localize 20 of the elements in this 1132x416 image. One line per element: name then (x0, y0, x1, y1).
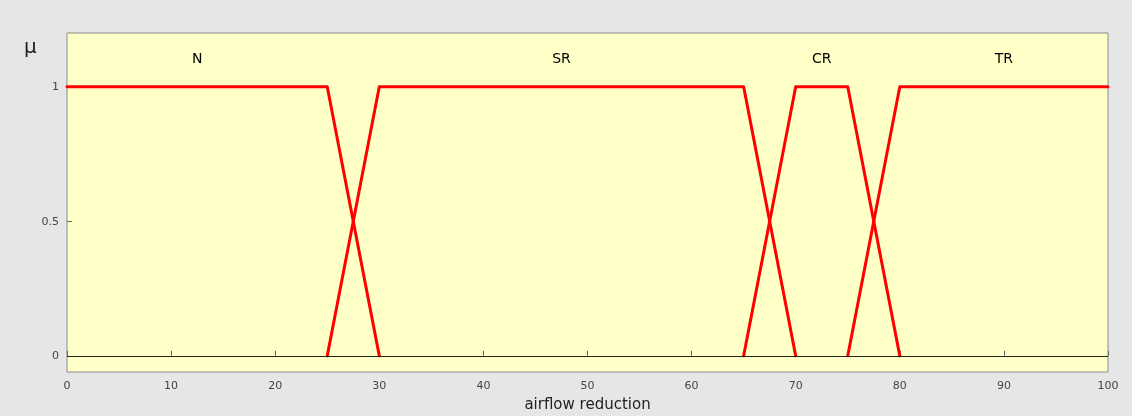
x-tick-label: 90 (996, 379, 1011, 392)
x-tick-label: 100 (1097, 379, 1119, 392)
y-tick-label: 0.5 (41, 214, 59, 228)
x-axis-title: airflow reduction (524, 394, 651, 413)
y-tick-label: 0 (52, 349, 59, 363)
x-tick-label: 40 (476, 379, 491, 392)
series-label: SR (552, 49, 572, 66)
x-tick-label: 70 (788, 379, 803, 392)
x-tick-label: 80 (892, 379, 907, 392)
series-label: CR (811, 49, 832, 66)
x-tick-label: 60 (684, 379, 699, 392)
x-tick-label: 50 (580, 379, 595, 392)
x-tick-label: 30 (372, 379, 387, 392)
x-tick-label: 10 (164, 379, 179, 392)
x-tick-label: 20 (268, 379, 283, 392)
series-label: TR (993, 49, 1014, 66)
y-tick-label: 1 (52, 80, 59, 94)
series-label: N (191, 49, 203, 66)
x-tick-label: 0 (63, 379, 71, 392)
y-axis-title: μ (24, 34, 37, 58)
